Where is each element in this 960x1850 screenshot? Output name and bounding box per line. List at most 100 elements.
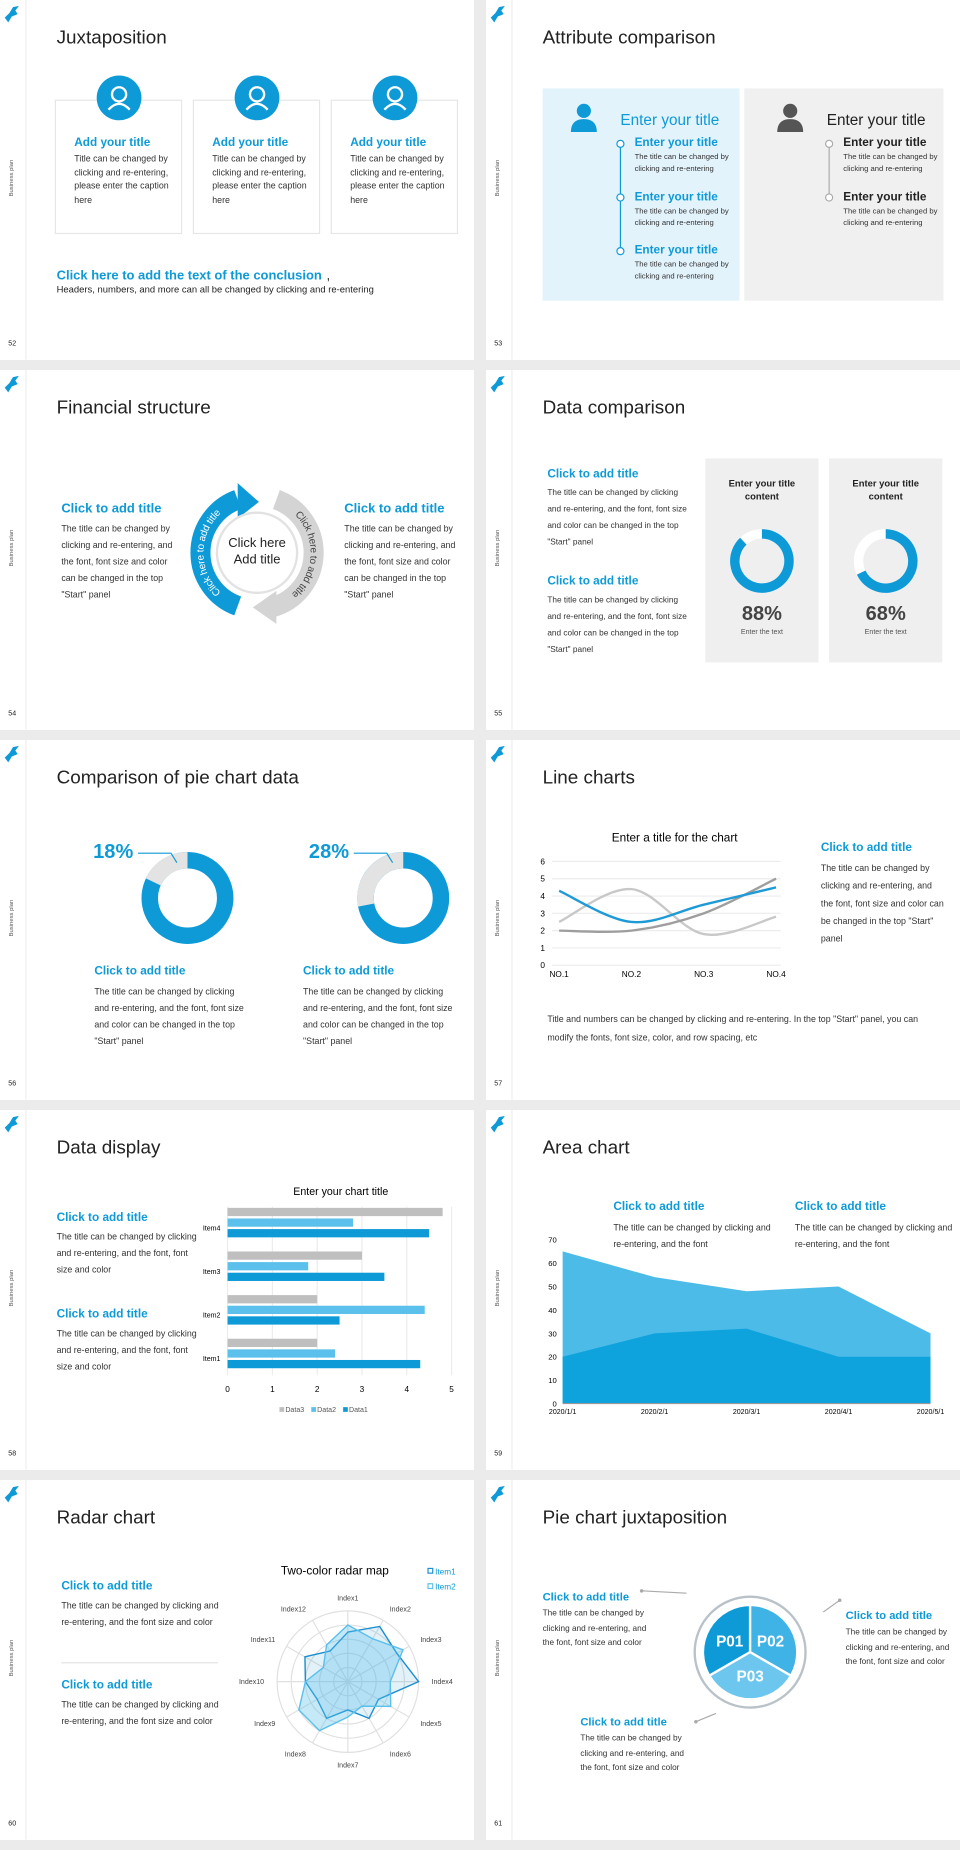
person-icon: [576, 103, 591, 118]
card-heading: Add your title: [74, 136, 151, 150]
sidebar: Business plan: [494, 1269, 502, 1307]
slide: Enter your chart title 0 1 2 3 4 5 Item1 Item2 It…: [0, 1110, 474, 1470]
logo: [4, 1485, 19, 1503]
card-text: Title can be changed by clicking and re-…: [350, 153, 445, 205]
bar: [227, 1272, 385, 1281]
slide-title: Area chart: [542, 1138, 630, 1159]
item-text: The title can be changed by clicking and…: [613, 1222, 771, 1250]
legend-label: Data1: [349, 1407, 368, 1414]
x-tick-label: 2020/1/1: [549, 1409, 577, 1416]
item-heading: Enter your title: [634, 136, 718, 150]
slide: Business plan 55 Data comparison Click to a…: [486, 370, 960, 730]
item-text: The title can be changed by clicking and…: [794, 1222, 953, 1250]
slide-graphics: Two-color radar map Index1 Index2 Index3 Ind…: [4, 1480, 456, 1840]
person-icon: [783, 103, 798, 118]
slide-title: Radar chart: [56, 1508, 156, 1529]
connector-dot: [837, 1598, 842, 1603]
page-number: 57: [494, 1080, 503, 1088]
donut-arc: [856, 529, 918, 593]
slide-content: Business plan 55 Data comparison Click to a…: [486, 370, 960, 730]
panel-heading: Enter your title: [620, 110, 720, 129]
card: [192, 99, 321, 235]
axis-label: Index4: [432, 1679, 453, 1686]
conclusion-end: ,: [326, 268, 331, 283]
legend-swatch: [279, 1407, 285, 1412]
panel-heading: Enter your title: [826, 110, 926, 129]
spoke: [286, 1645, 349, 1683]
slide-content: Enter your chart title 0 1 2 3 4 5 Item1 Item2 It…: [0, 1110, 474, 1470]
item-text: The title can be changed by clicking and…: [843, 206, 938, 227]
area-series: [562, 1328, 931, 1404]
logo: [4, 1115, 19, 1133]
item-text: The title can be changed by clicking and…: [547, 596, 687, 655]
y-tick-label: 60: [548, 1259, 557, 1268]
logo: [4, 745, 19, 763]
y-tick-label: 30: [548, 1329, 557, 1338]
caption: Enter the text: [864, 629, 907, 637]
y-tick-label: 40: [548, 1306, 557, 1315]
sidebar: Business plan: [494, 1639, 502, 1677]
page-number: 60: [8, 1820, 17, 1828]
item-text: The title can be changed by clicking and…: [547, 489, 687, 547]
y-tick-label: 2: [540, 927, 545, 936]
value-label: 68%: [865, 602, 906, 625]
legend-label: Item2: [435, 1583, 456, 1592]
item-heading: Click to add title: [56, 1308, 148, 1322]
bar: [227, 1295, 318, 1304]
slide: Business plan 53 Attribute comparison Enter…: [486, 0, 960, 360]
item-heading: Click to add title: [56, 1211, 148, 1225]
slide-content: 0 10 20 30 40 50 60 70 2020/1/1 2020/2/1 2020/3/1 2…: [486, 1110, 960, 1470]
item-heading: Click to add title: [613, 1200, 705, 1214]
item-text: The title can be changed by clicking and…: [61, 1699, 219, 1727]
item-heading: Click to add title: [580, 1715, 667, 1729]
y-tick-label: 10: [548, 1376, 557, 1385]
heading: Click to add title: [61, 502, 162, 517]
slide-title: Line charts: [542, 768, 635, 789]
slide-graphics: [4, 0, 459, 360]
x-tick-label: 5: [449, 1385, 454, 1394]
y-tick-label: Item3: [203, 1269, 221, 1276]
slide: Enter a title for the chart 0 1 2 3 4 5 6 NO.1 NO…: [486, 740, 960, 1100]
x-tick-label: 2020/5/1: [917, 1409, 945, 1416]
y-tick-label: 50: [548, 1282, 557, 1291]
slide: 0 10 20 30 40 50 60 70 2020/1/1 2020/2/1 2020/3/1 2…: [486, 1110, 960, 1470]
connector: [695, 1712, 717, 1723]
item-text: The title can be changed by clicking and…: [542, 1609, 647, 1648]
page-number: 59: [494, 1450, 503, 1458]
segment-label: P03: [736, 1669, 763, 1686]
item-heading: Click to add title: [303, 965, 395, 979]
x-tick-label: 2020/4/1: [825, 1409, 853, 1416]
x-tick-label: 0: [225, 1385, 230, 1394]
y-tick-label: Item4: [203, 1225, 221, 1232]
item-text: The title can be changed by clicking and…: [580, 1734, 685, 1773]
chart-title: Two-color radar map: [281, 1564, 389, 1577]
slide-graphics: Enter a title for the chart 0 1 2 3 4 5 6 NO.1 NO…: [490, 740, 786, 1100]
bar: [227, 1316, 340, 1325]
center-circle: [215, 511, 299, 595]
conclusion-text: Click here to add the text of the conclu…: [56, 268, 322, 283]
leader-line: [137, 852, 178, 863]
bar: [227, 1218, 354, 1227]
slide-content: Click here to add title Click here to add…: [0, 370, 474, 730]
spoke: [347, 1681, 384, 1744]
sidebar: Business plan: [8, 899, 16, 937]
x-tick-label: NO.4: [766, 970, 786, 979]
value-box: [705, 458, 819, 663]
item-text: The title can be changed by clicking and…: [56, 1231, 197, 1276]
y-tick-label: 5: [540, 875, 545, 884]
x-tick-label: 2020/3/1: [733, 1409, 761, 1416]
slide: Business plan 56 Comparison of pie chart d…: [0, 740, 474, 1100]
legend-swatch: [427, 1567, 434, 1574]
timeline-dot: [824, 193, 834, 202]
timeline-dot: [616, 139, 625, 148]
page-number: 53: [494, 340, 503, 348]
axis-label: Index5: [420, 1721, 441, 1728]
segment-label: P01: [716, 1633, 744, 1650]
item-heading: Enter your title: [634, 244, 718, 258]
x-tick-label: 2020/2/1: [641, 1409, 669, 1416]
slide: Two-color radar map Index1 Index2 Index3 Ind…: [0, 1480, 474, 1840]
line-series: [559, 877, 777, 934]
x-tick-label: NO.2: [622, 970, 642, 979]
icon-glyph: [110, 86, 128, 103]
card-icon: [234, 75, 280, 121]
